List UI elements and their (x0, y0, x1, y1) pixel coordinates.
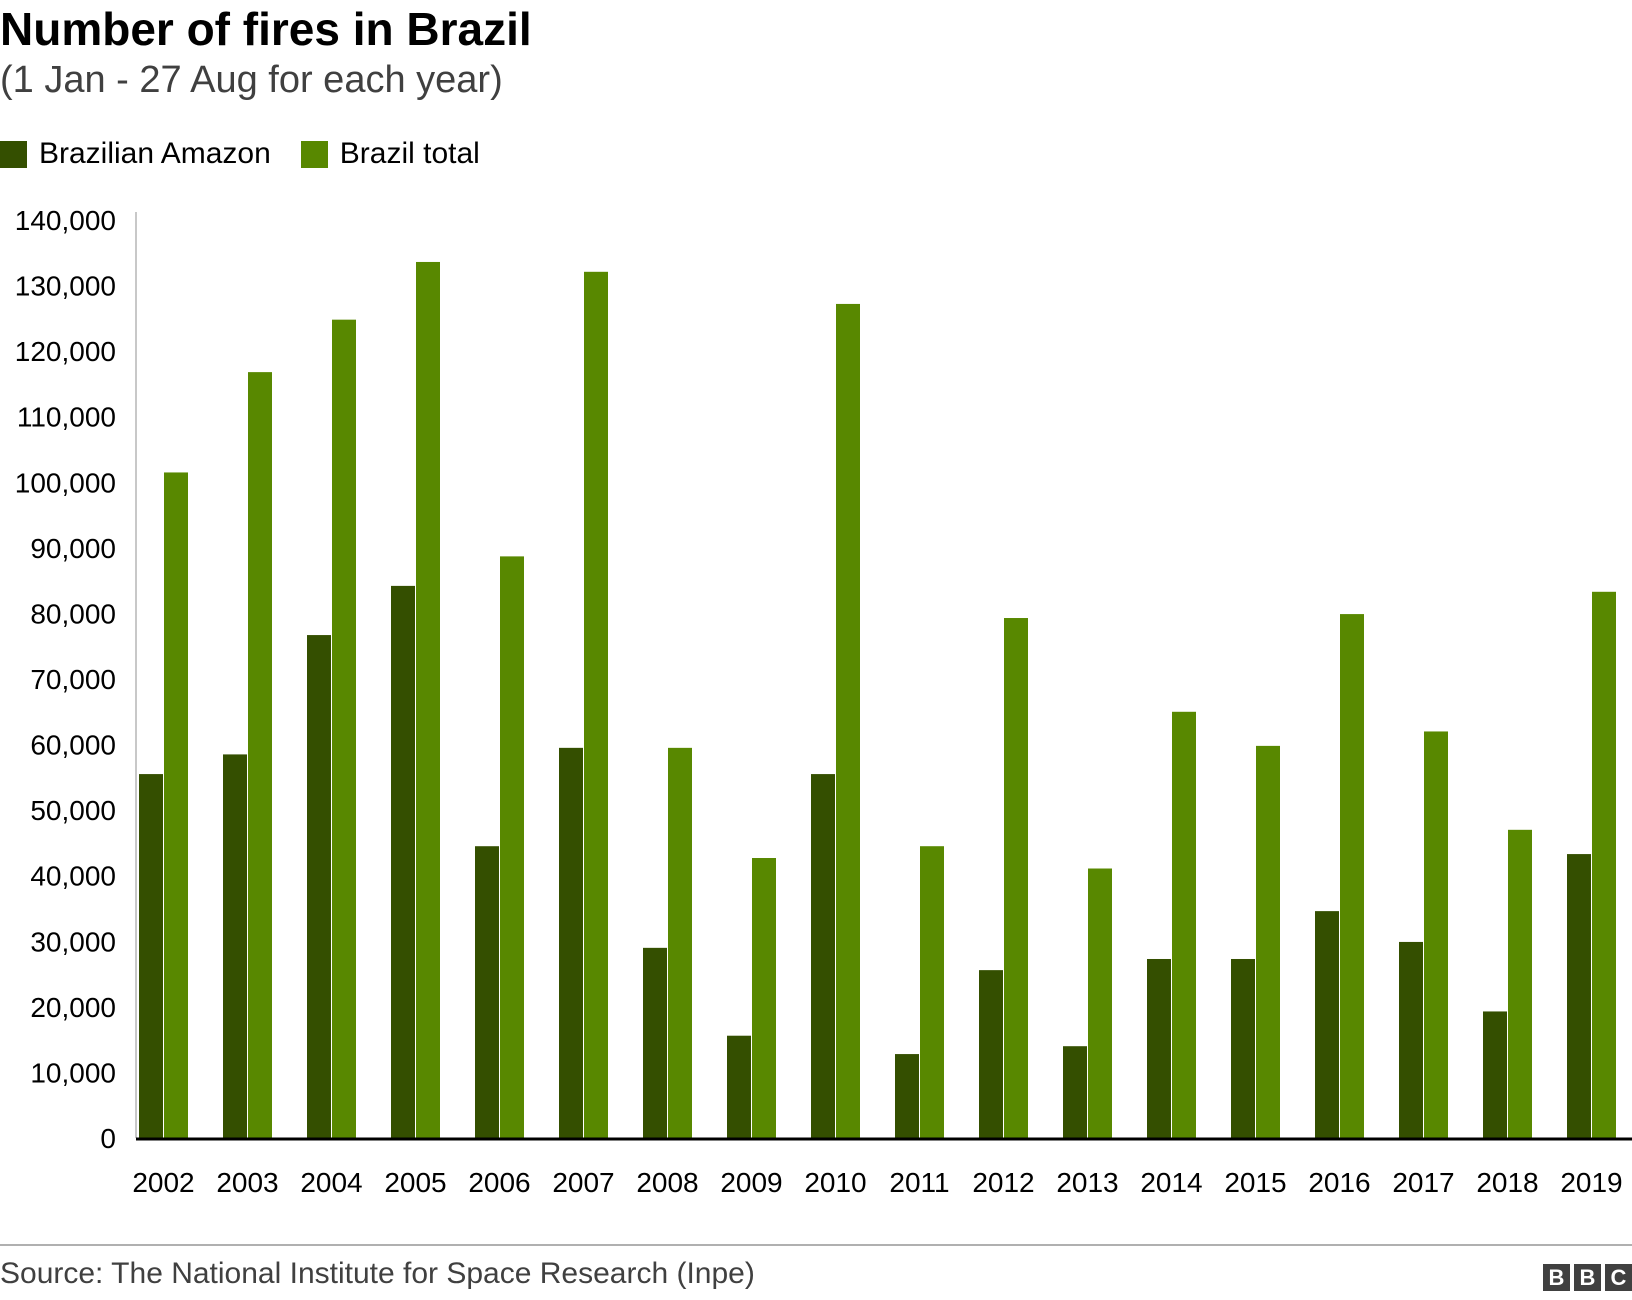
bar-brazilian-amazon (1063, 1046, 1087, 1138)
bar-chart: 0 10,000 20,000 30,000 40,000 50,000 60,000 70,… (15, 205, 1632, 1198)
bar-brazilian-amazon (1231, 958, 1255, 1138)
legend-label-brazil-total: Brazil total (339, 137, 480, 170)
bar-brazilian-amazon (1315, 911, 1339, 1138)
y-axis-ticks: 0 10,000 20,000 30,000 40,000 50,000 60,000 70,… (15, 205, 116, 1154)
x-axis-ticks: 2002 2003 2004 2005 2006 2007 2008 2009 2010 2011… (132, 1167, 1622, 1198)
bar-brazilian-amazon (559, 747, 583, 1138)
bar-brazil-total (668, 747, 692, 1138)
bar-brazil-total (584, 271, 608, 1139)
bar-brazil-total (500, 556, 524, 1138)
x-tick-label: 2005 (384, 1167, 446, 1198)
x-tick-label: 2015 (1224, 1167, 1286, 1198)
bar-brazil-total (836, 303, 860, 1139)
bar-brazilian-amazon (1147, 958, 1171, 1138)
bar-brazilian-amazon (1483, 1011, 1507, 1138)
y-tick-label: 130,000 (15, 271, 116, 302)
y-tick-label: 0 (100, 1123, 116, 1154)
bar-brazilian-amazon (223, 754, 247, 1138)
y-tick-label: 20,000 (30, 992, 116, 1023)
x-tick-label: 2018 (1476, 1167, 1538, 1198)
bar-brazilian-amazon (811, 774, 835, 1138)
bar-brazilian-amazon (391, 585, 415, 1138)
chart-title: Number of fires in Brazil (0, 3, 532, 55)
x-tick-label: 2017 (1392, 1167, 1454, 1198)
bar-brazil-total (920, 846, 944, 1138)
x-tick-label: 2007 (552, 1167, 614, 1198)
legend-label-amazon: Brazilian Amazon (39, 137, 271, 170)
y-tick-label: 50,000 (30, 795, 116, 826)
y-tick-label: 100,000 (15, 467, 116, 498)
y-tick-label: 90,000 (30, 533, 116, 564)
x-tick-label: 2013 (1056, 1167, 1118, 1198)
bar-brazil-total (1508, 829, 1532, 1138)
bar-brazil-total (1256, 745, 1280, 1138)
x-tick-label: 2010 (804, 1167, 866, 1198)
bar-brazil-total (1172, 711, 1196, 1138)
y-tick-label: 80,000 (30, 598, 116, 629)
x-tick-label: 2014 (1140, 1167, 1202, 1198)
bar-brazilian-amazon (1567, 854, 1591, 1138)
x-tick-label: 2016 (1308, 1167, 1370, 1198)
legend-item-brazil-total: Brazil total (300, 134, 480, 174)
footer-divider (0, 1244, 1632, 1246)
bar-brazilian-amazon (895, 1054, 919, 1138)
legend-swatch-brazil-total (300, 140, 328, 168)
y-tick-label: 140,000 (15, 205, 116, 236)
bars-group (139, 261, 1616, 1139)
bar-brazilian-amazon (475, 846, 499, 1138)
bar-brazil-total (332, 319, 356, 1138)
x-tick-label: 2011 (889, 1167, 949, 1198)
y-tick-label: 110,000 (17, 402, 116, 433)
bar-brazil-total (1004, 618, 1028, 1138)
x-tick-label: 2006 (468, 1167, 530, 1198)
x-tick-label: 2003 (216, 1167, 278, 1198)
bbc-logo-letter: C (1605, 1264, 1632, 1291)
x-tick-label: 2002 (132, 1167, 194, 1198)
source-note: Source: The National Institute for Space… (0, 1257, 755, 1290)
legend-swatch-amazon (0, 140, 27, 168)
y-tick-label: 30,000 (30, 926, 116, 957)
bar-brazilian-amazon (307, 635, 331, 1138)
bar-brazil-total (164, 472, 188, 1138)
bbc-logo: B B C (1539, 1264, 1632, 1291)
bar-brazilian-amazon (643, 947, 667, 1138)
x-tick-label: 2012 (972, 1167, 1034, 1198)
bar-brazil-total (752, 858, 776, 1138)
chart-subtitle: (1 Jan - 27 Aug for each year) (0, 59, 503, 101)
bbc-logo-letter: B (1574, 1264, 1601, 1291)
y-tick-label: 120,000 (15, 336, 116, 367)
bar-brazilian-amazon (727, 1035, 751, 1138)
bar-brazil-total (1088, 868, 1112, 1138)
y-tick-label: 40,000 (30, 861, 116, 892)
x-tick-label: 2009 (720, 1167, 782, 1198)
x-tick-label: 2008 (636, 1167, 698, 1198)
bar-brazilian-amazon (979, 970, 1003, 1138)
bar-brazil-total (416, 261, 440, 1138)
y-tick-label: 70,000 (30, 664, 116, 695)
chart-legend: Brazilian Amazon Brazil total (0, 134, 510, 174)
legend-item-amazon: Brazilian Amazon (0, 134, 271, 174)
x-tick-label: 2004 (300, 1167, 362, 1198)
bbc-logo-letter: B (1543, 1264, 1570, 1291)
bar-brazilian-amazon (1399, 941, 1423, 1138)
bar-brazilian-amazon (139, 774, 163, 1138)
x-tick-label: 2019 (1560, 1167, 1622, 1198)
y-tick-label: 10,000 (30, 1057, 116, 1088)
y-tick-label: 60,000 (30, 730, 116, 761)
bar-brazil-total (1424, 731, 1448, 1138)
bar-brazil-total (248, 372, 272, 1138)
bar-brazil-total (1592, 591, 1616, 1138)
bar-brazil-total (1340, 614, 1364, 1138)
